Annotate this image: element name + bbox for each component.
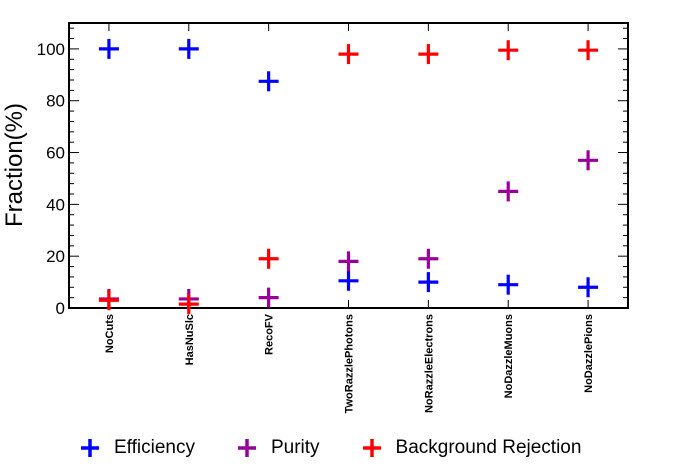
data-point-background-rejection bbox=[258, 248, 279, 269]
data-point-efficiency bbox=[338, 270, 359, 291]
y-tick-label: 100 bbox=[37, 40, 65, 59]
data-point-efficiency bbox=[418, 272, 439, 293]
x-tick-label: NoDazzlePions bbox=[583, 314, 595, 393]
legend-marker-purity bbox=[237, 439, 256, 457]
x-tick-label: NoDazzleMuons bbox=[503, 314, 515, 398]
legend-item-background-rejection: Background Rejection bbox=[362, 437, 582, 459]
legend-label-background-rejection: Background Rejection bbox=[395, 437, 582, 458]
data-point-efficiency bbox=[98, 38, 119, 59]
legend-label-purity: Purity bbox=[270, 437, 320, 458]
legend-marker-efficiency bbox=[81, 439, 99, 457]
data-point-efficiency bbox=[578, 277, 599, 298]
x-tick-label: HasNuSlc bbox=[184, 314, 196, 365]
y-tick-label: 0 bbox=[56, 299, 65, 318]
data-point-purity bbox=[578, 150, 599, 171]
y-tick-label: 20 bbox=[46, 247, 65, 266]
legend-label-efficiency: Efficiency bbox=[114, 437, 195, 458]
data-point-background-rejection bbox=[418, 44, 439, 65]
x-tick-label: NoRazzleElectrons bbox=[423, 314, 435, 413]
data-point-background-rejection bbox=[498, 40, 519, 61]
y-axis-label: Fraction(%) bbox=[1, 103, 28, 227]
data-point-background-rejection bbox=[578, 40, 599, 61]
data-point-purity bbox=[418, 248, 439, 269]
label-layer: 0 20 40 60 80 100 NoCuts HasNuSlc RecoFV TwoRazzl… bbox=[37, 40, 595, 414]
data-point-background-rejection bbox=[338, 44, 359, 65]
data-point-purity bbox=[258, 287, 279, 308]
data-point-efficiency bbox=[178, 38, 199, 59]
x-tick-label: NoCuts bbox=[104, 314, 116, 353]
points-layer bbox=[98, 38, 599, 315]
data-point-purity bbox=[338, 251, 359, 272]
data-point-purity bbox=[498, 181, 519, 202]
data-point-efficiency bbox=[258, 71, 279, 92]
x-tick-label: RecoFV bbox=[264, 313, 276, 355]
legend-marker-background-rejection bbox=[362, 439, 381, 457]
data-point-background-rejection bbox=[178, 294, 199, 315]
y-tick-label: 40 bbox=[46, 195, 65, 214]
x-tick-label: TwoRazzlePhotons bbox=[344, 314, 356, 413]
legend-item-purity: Purity bbox=[237, 437, 320, 459]
y-tick-label: 60 bbox=[46, 144, 65, 163]
legend-item-efficiency: Efficiency bbox=[80, 437, 195, 459]
data-point-efficiency bbox=[498, 274, 519, 295]
y-tick-label: 80 bbox=[46, 92, 65, 111]
legend: Efficiency Purity Background Rejection bbox=[80, 434, 623, 462]
data-point-background-rejection bbox=[98, 290, 119, 311]
